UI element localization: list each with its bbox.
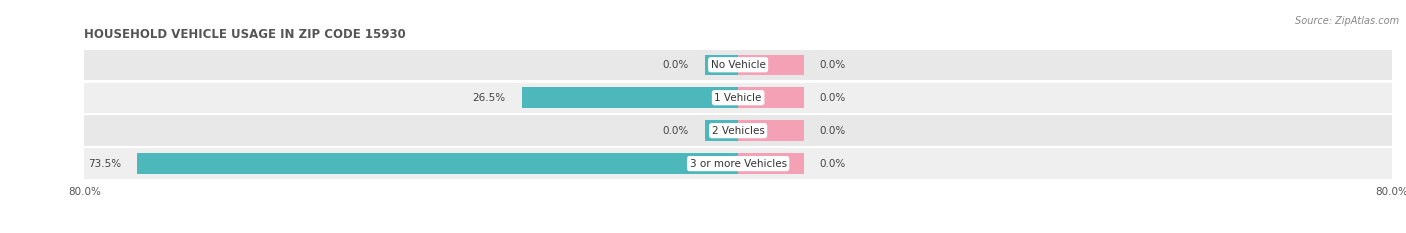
Text: Source: ZipAtlas.com: Source: ZipAtlas.com — [1295, 16, 1399, 26]
Text: 0.0%: 0.0% — [820, 60, 846, 70]
Bar — [522, 87, 738, 108]
Bar — [738, 87, 804, 108]
Bar — [706, 55, 738, 75]
Bar — [706, 120, 738, 141]
Bar — [84, 148, 1392, 179]
Text: 0.0%: 0.0% — [662, 126, 689, 136]
Bar — [738, 120, 804, 141]
Bar — [738, 153, 804, 174]
Bar — [84, 82, 1392, 113]
Text: 1 Vehicle: 1 Vehicle — [714, 93, 762, 103]
Text: 73.5%: 73.5% — [89, 159, 121, 169]
Text: 0.0%: 0.0% — [820, 93, 846, 103]
Bar — [738, 55, 804, 75]
Text: HOUSEHOLD VEHICLE USAGE IN ZIP CODE 15930: HOUSEHOLD VEHICLE USAGE IN ZIP CODE 1593… — [84, 28, 406, 41]
Text: 26.5%: 26.5% — [472, 93, 505, 103]
Text: 3 or more Vehicles: 3 or more Vehicles — [689, 159, 787, 169]
Bar — [84, 50, 1392, 80]
Text: 2 Vehicles: 2 Vehicles — [711, 126, 765, 136]
Text: 0.0%: 0.0% — [662, 60, 689, 70]
Text: 0.0%: 0.0% — [820, 126, 846, 136]
Text: 0.0%: 0.0% — [820, 159, 846, 169]
Text: No Vehicle: No Vehicle — [710, 60, 766, 70]
Bar — [138, 153, 738, 174]
Bar — [84, 116, 1392, 146]
